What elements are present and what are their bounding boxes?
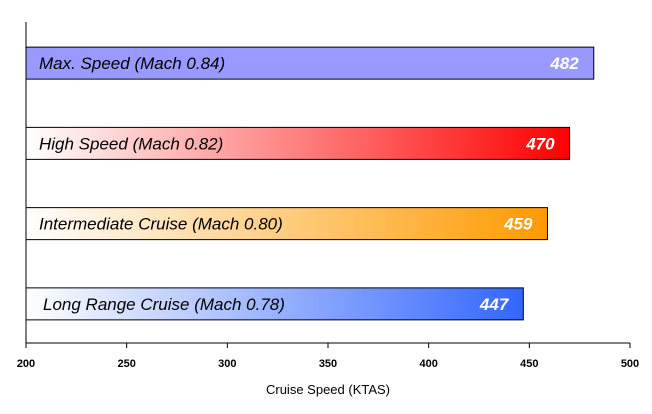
bar xyxy=(25,287,524,321)
bar-label: High Speed (Mach 0.82) xyxy=(39,134,223,153)
bar-group: Intermediate Cruise (Mach 0.80) 459 xyxy=(25,207,548,241)
x-tick-label: 250 xyxy=(117,358,135,370)
bar xyxy=(25,207,548,241)
x-tick-label: 350 xyxy=(319,358,337,370)
x-tick-label: 200 xyxy=(17,358,35,370)
bar-group: Long Range Cruise (Mach 0.78) 447 xyxy=(25,287,524,321)
bar xyxy=(25,126,571,160)
x-axis-title: Cruise Speed (KTAS) xyxy=(266,382,390,397)
bar-label: Long Range Cruise (Mach 0.78) xyxy=(43,295,285,314)
bar-label: Max. Speed (Mach 0.84) xyxy=(39,54,225,73)
bar xyxy=(25,46,595,80)
bar-group: Max. Speed (Mach 0.84) 482 xyxy=(25,46,595,80)
bars-group: Max. Speed (Mach 0.84) 482 High Speed (Mac… xyxy=(25,46,595,321)
x-tick-label: 450 xyxy=(520,358,538,370)
bar-label: Intermediate Cruise (Mach 0.80) xyxy=(39,215,283,234)
x-tick-label: 300 xyxy=(218,358,236,370)
bar-value-label: 482 xyxy=(549,54,579,73)
x-tick-label: 500 xyxy=(621,358,639,370)
bar-value-label: 459 xyxy=(503,215,533,234)
x-axis-ticks: 200 250 300 350 400 450 500 xyxy=(17,343,639,370)
bar-value-label: 470 xyxy=(525,134,555,153)
bar-group: High Speed (Mach 0.82) 470 xyxy=(25,126,571,160)
x-tick-label: 400 xyxy=(419,358,437,370)
bar-value-label: 447 xyxy=(479,295,510,314)
